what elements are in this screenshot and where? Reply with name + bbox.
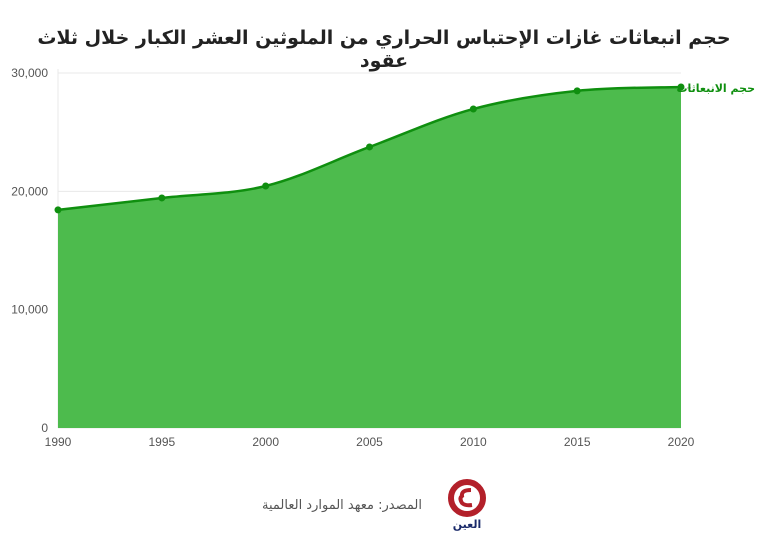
data-point xyxy=(366,143,373,151)
area-fill xyxy=(58,86,681,429)
y-tick-label: 0 xyxy=(41,421,48,435)
x-tick-label: 1995 xyxy=(148,435,175,449)
x-tick-label: 2000 xyxy=(252,435,279,449)
source-note: المصدر: معهد الموارد العالمية xyxy=(262,498,422,513)
chart-title: حجم انبعاثات غازات الإحتباس الحراري من ا… xyxy=(37,27,731,72)
x-tick-label: 1990 xyxy=(45,435,72,449)
y-tick-label: 20,000 xyxy=(11,184,48,198)
data-point xyxy=(262,182,270,190)
x-tick-label: 2005 xyxy=(356,435,383,449)
x-tick-label: 2010 xyxy=(460,435,487,449)
y-tick-label: 10,000 xyxy=(11,303,48,317)
x-tick-label: 2020 xyxy=(668,435,695,449)
data-point xyxy=(469,105,477,113)
x-tick-label: 2015 xyxy=(564,435,591,449)
series-label: حجم الانبعاثات xyxy=(676,82,755,95)
svg-text:العين: العين xyxy=(453,518,482,531)
data-point xyxy=(677,83,685,91)
al-ain-logo: العين xyxy=(448,479,486,531)
data-point xyxy=(573,87,581,95)
data-point xyxy=(54,206,62,214)
y-tick-label: 30,000 xyxy=(11,66,48,80)
data-point xyxy=(158,194,166,202)
